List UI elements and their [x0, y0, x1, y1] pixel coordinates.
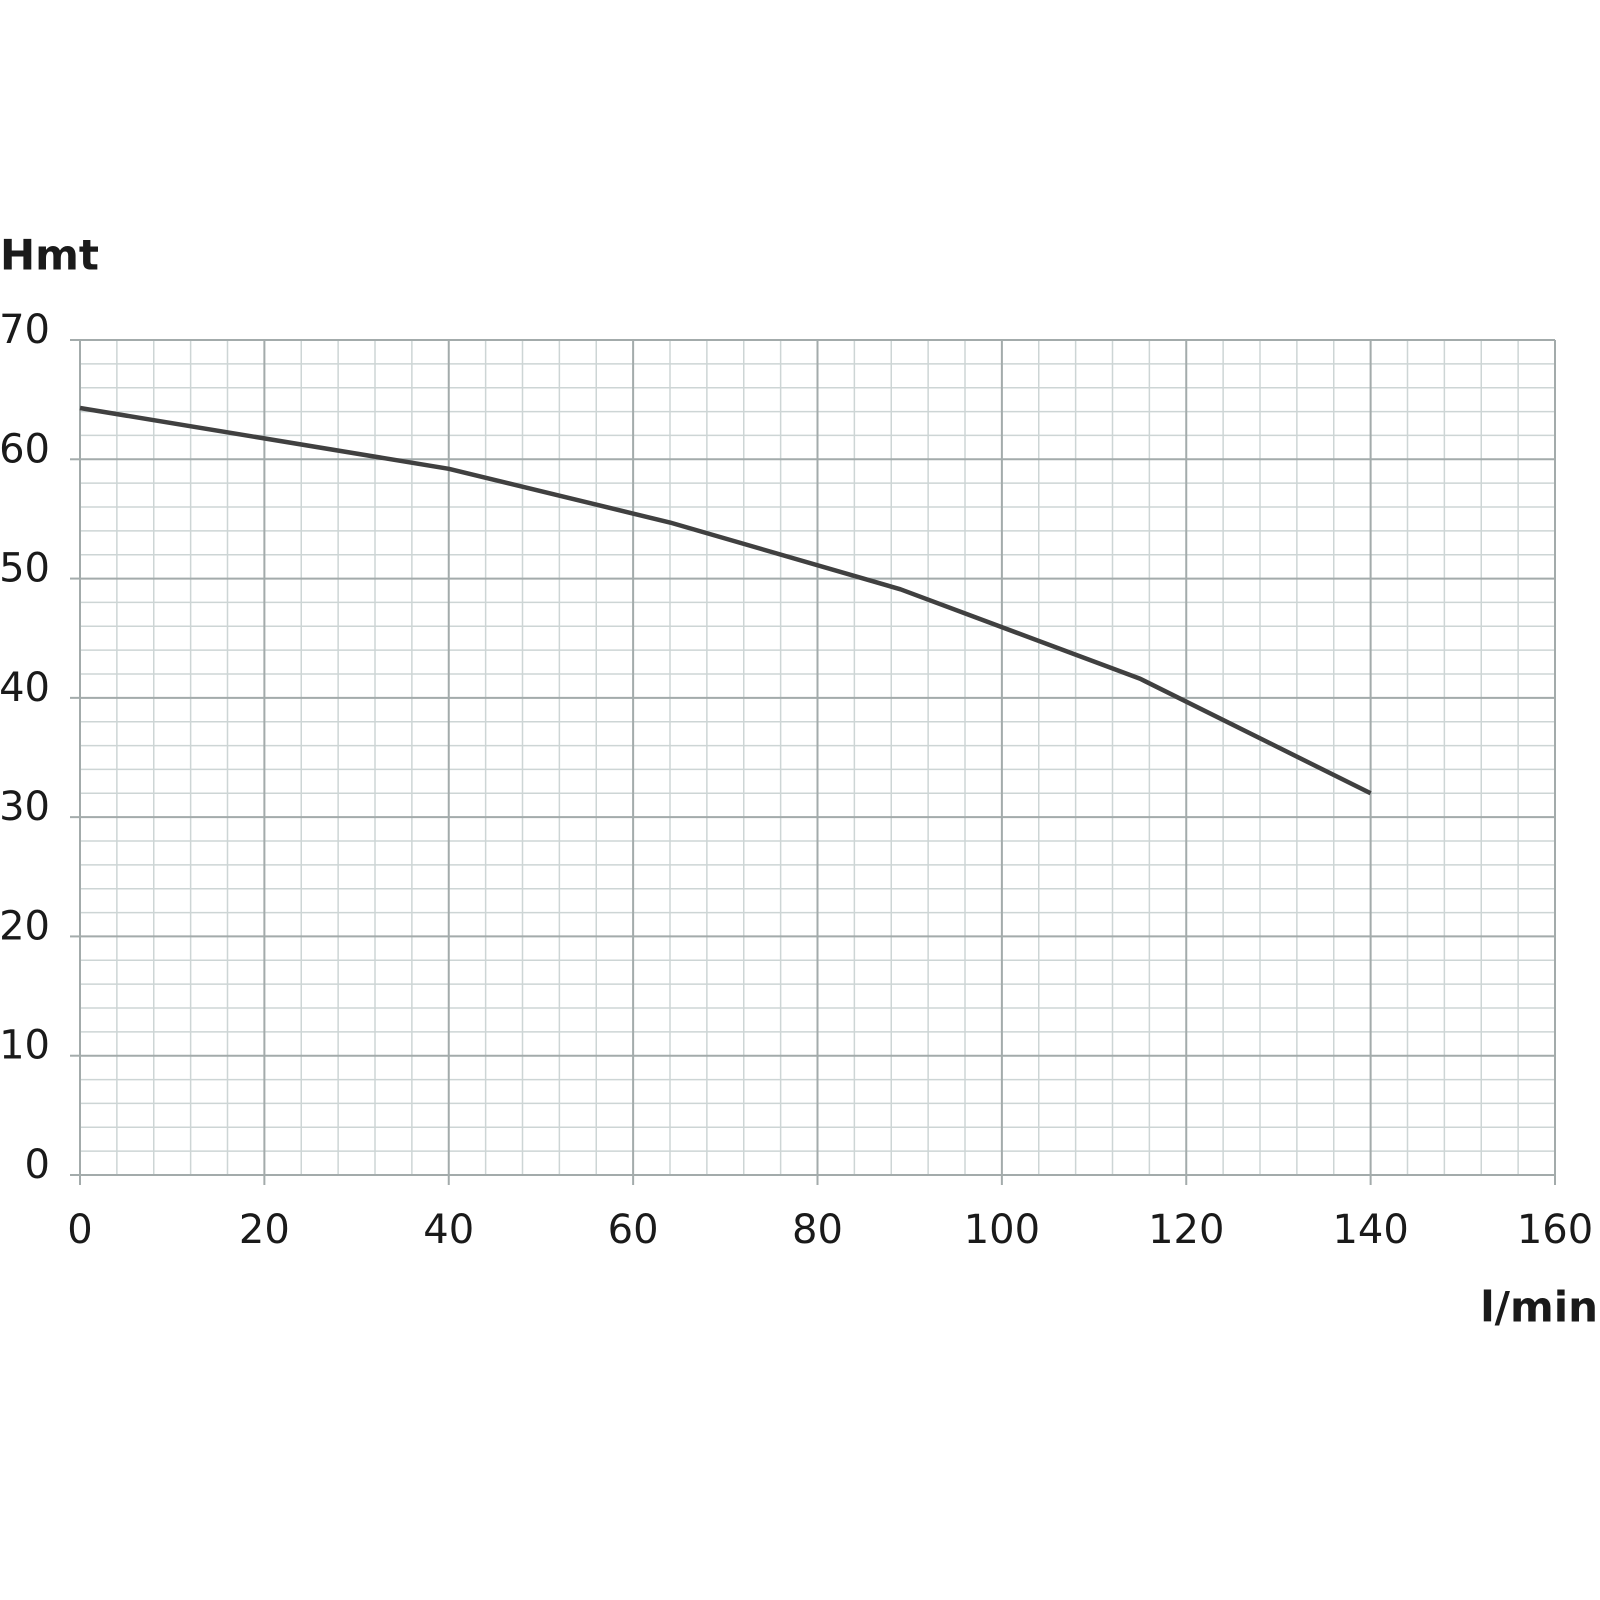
x-tick-label: 160 [1517, 1207, 1593, 1253]
y-tick-label: 60 [0, 426, 50, 472]
x-tick-label: 140 [1332, 1207, 1408, 1253]
x-tick-label: 80 [792, 1207, 843, 1253]
x-tick-label: 0 [67, 1207, 92, 1253]
x-tick-label: 20 [239, 1207, 290, 1253]
x-tick-label: 60 [608, 1207, 659, 1253]
y-tick-label: 20 [0, 903, 50, 949]
y-tick-label: 10 [0, 1023, 50, 1069]
x-tick-label: 120 [1148, 1207, 1224, 1253]
y-tick-label: 40 [0, 665, 50, 711]
curve [79, 405, 1372, 796]
x-tick-label: 40 [423, 1207, 474, 1253]
y-tick-label: 50 [0, 546, 50, 592]
y-tick-label: 70 [0, 307, 50, 353]
x-axis-label: l/min [1480, 1283, 1598, 1332]
y-tick-label: 0 [25, 1142, 50, 1188]
y-tick-label: 30 [0, 784, 50, 830]
y-axis-label: Hmt [0, 231, 99, 280]
x-tick-label: 100 [964, 1207, 1040, 1253]
